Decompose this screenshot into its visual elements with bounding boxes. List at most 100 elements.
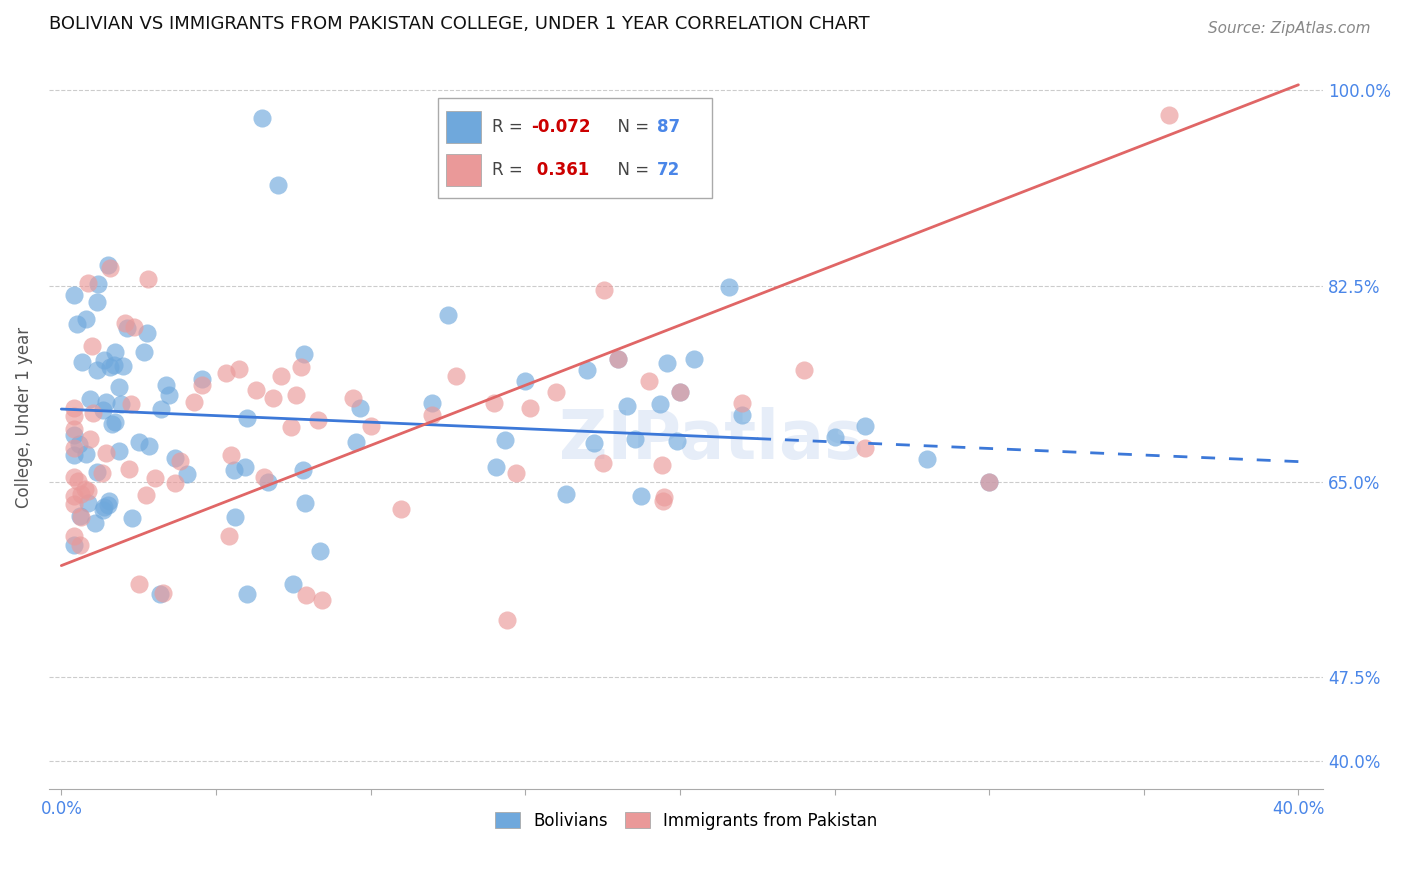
Point: [291, 463, 314, 477]
Point: [592, 457, 614, 471]
Point: [134, 345, 156, 359]
Point: [444, 369, 467, 384]
Point: [592, 283, 614, 297]
Point: [233, 460, 256, 475]
Point: [650, 397, 672, 411]
Point: [70, 355, 93, 369]
Point: [607, 351, 630, 366]
Point: [143, 471, 166, 485]
Point: [652, 491, 675, 505]
Point: [62, 287, 84, 301]
Point: [62, 448, 84, 462]
Point: [121, 511, 143, 525]
Point: [155, 378, 177, 392]
Point: [267, 178, 290, 193]
Point: [519, 401, 541, 415]
Point: [91, 402, 114, 417]
Point: [554, 487, 576, 501]
Point: [855, 441, 877, 455]
Point: [135, 488, 157, 502]
Point: [62, 469, 84, 483]
Point: [87, 277, 110, 291]
Point: [86, 363, 108, 377]
Point: [307, 412, 329, 426]
Point: [280, 420, 302, 434]
Point: [149, 402, 172, 417]
Point: [236, 586, 259, 600]
Point: [979, 475, 1001, 489]
Point: [76, 496, 98, 510]
Point: [120, 397, 142, 411]
Text: Source: ZipAtlas.com: Source: ZipAtlas.com: [1208, 21, 1371, 36]
Point: [114, 316, 136, 330]
Point: [148, 586, 170, 600]
Point: [152, 585, 174, 599]
Point: [546, 385, 568, 400]
Point: [104, 344, 127, 359]
Point: [62, 489, 84, 503]
Point: [77, 484, 100, 499]
Point: [437, 308, 460, 322]
Point: [218, 529, 240, 543]
Point: [67, 475, 90, 489]
Point: [122, 320, 145, 334]
Point: [655, 356, 678, 370]
Point: [62, 529, 84, 543]
Point: [93, 500, 115, 514]
Point: [252, 112, 274, 126]
Point: [245, 383, 267, 397]
Text: BOLIVIAN VS IMMIGRANTS FROM PAKISTAN COLLEGE, UNDER 1 YEAR CORRELATION CHART: BOLIVIAN VS IMMIGRANTS FROM PAKISTAN COL…: [49, 15, 869, 33]
Point: [100, 417, 122, 431]
Point: [731, 396, 754, 410]
Point: [66, 318, 89, 332]
Point: [103, 359, 125, 373]
Point: [97, 258, 120, 272]
Point: [485, 460, 508, 475]
Point: [262, 391, 284, 405]
Point: [295, 588, 318, 602]
Point: [342, 391, 364, 405]
Point: [389, 501, 412, 516]
Point: [97, 494, 120, 508]
Point: [257, 475, 280, 489]
Point: [236, 411, 259, 425]
Point: [91, 503, 114, 517]
Point: [917, 452, 939, 467]
Point: [82, 406, 104, 420]
Y-axis label: College, Under 1 year: College, Under 1 year: [15, 326, 32, 508]
Point: [62, 409, 84, 423]
Point: [494, 434, 516, 448]
Point: [94, 394, 117, 409]
Point: [97, 498, 120, 512]
Legend: Bolivians, Immigrants from Pakistan: Bolivians, Immigrants from Pakistan: [488, 805, 884, 837]
Point: [683, 351, 706, 366]
Point: [76, 276, 98, 290]
Point: [717, 280, 740, 294]
Point: [495, 614, 517, 628]
Point: [607, 351, 630, 366]
Point: [224, 510, 246, 524]
Point: [183, 395, 205, 409]
Point: [69, 509, 91, 524]
Point: [98, 360, 121, 375]
Point: [360, 418, 382, 433]
Point: [665, 434, 688, 449]
Point: [62, 422, 84, 436]
Point: [285, 388, 308, 402]
Point: [135, 326, 157, 340]
Point: [75, 482, 97, 496]
Point: [311, 593, 333, 607]
Point: [86, 295, 108, 310]
Point: [422, 408, 444, 422]
Point: [62, 427, 84, 442]
Point: [349, 401, 371, 416]
Point: [583, 435, 606, 450]
Point: [94, 446, 117, 460]
Point: [191, 377, 214, 392]
Point: [67, 437, 90, 451]
Point: [62, 442, 84, 456]
Point: [128, 576, 150, 591]
Point: [308, 544, 330, 558]
Point: [616, 399, 638, 413]
Point: [294, 346, 316, 360]
